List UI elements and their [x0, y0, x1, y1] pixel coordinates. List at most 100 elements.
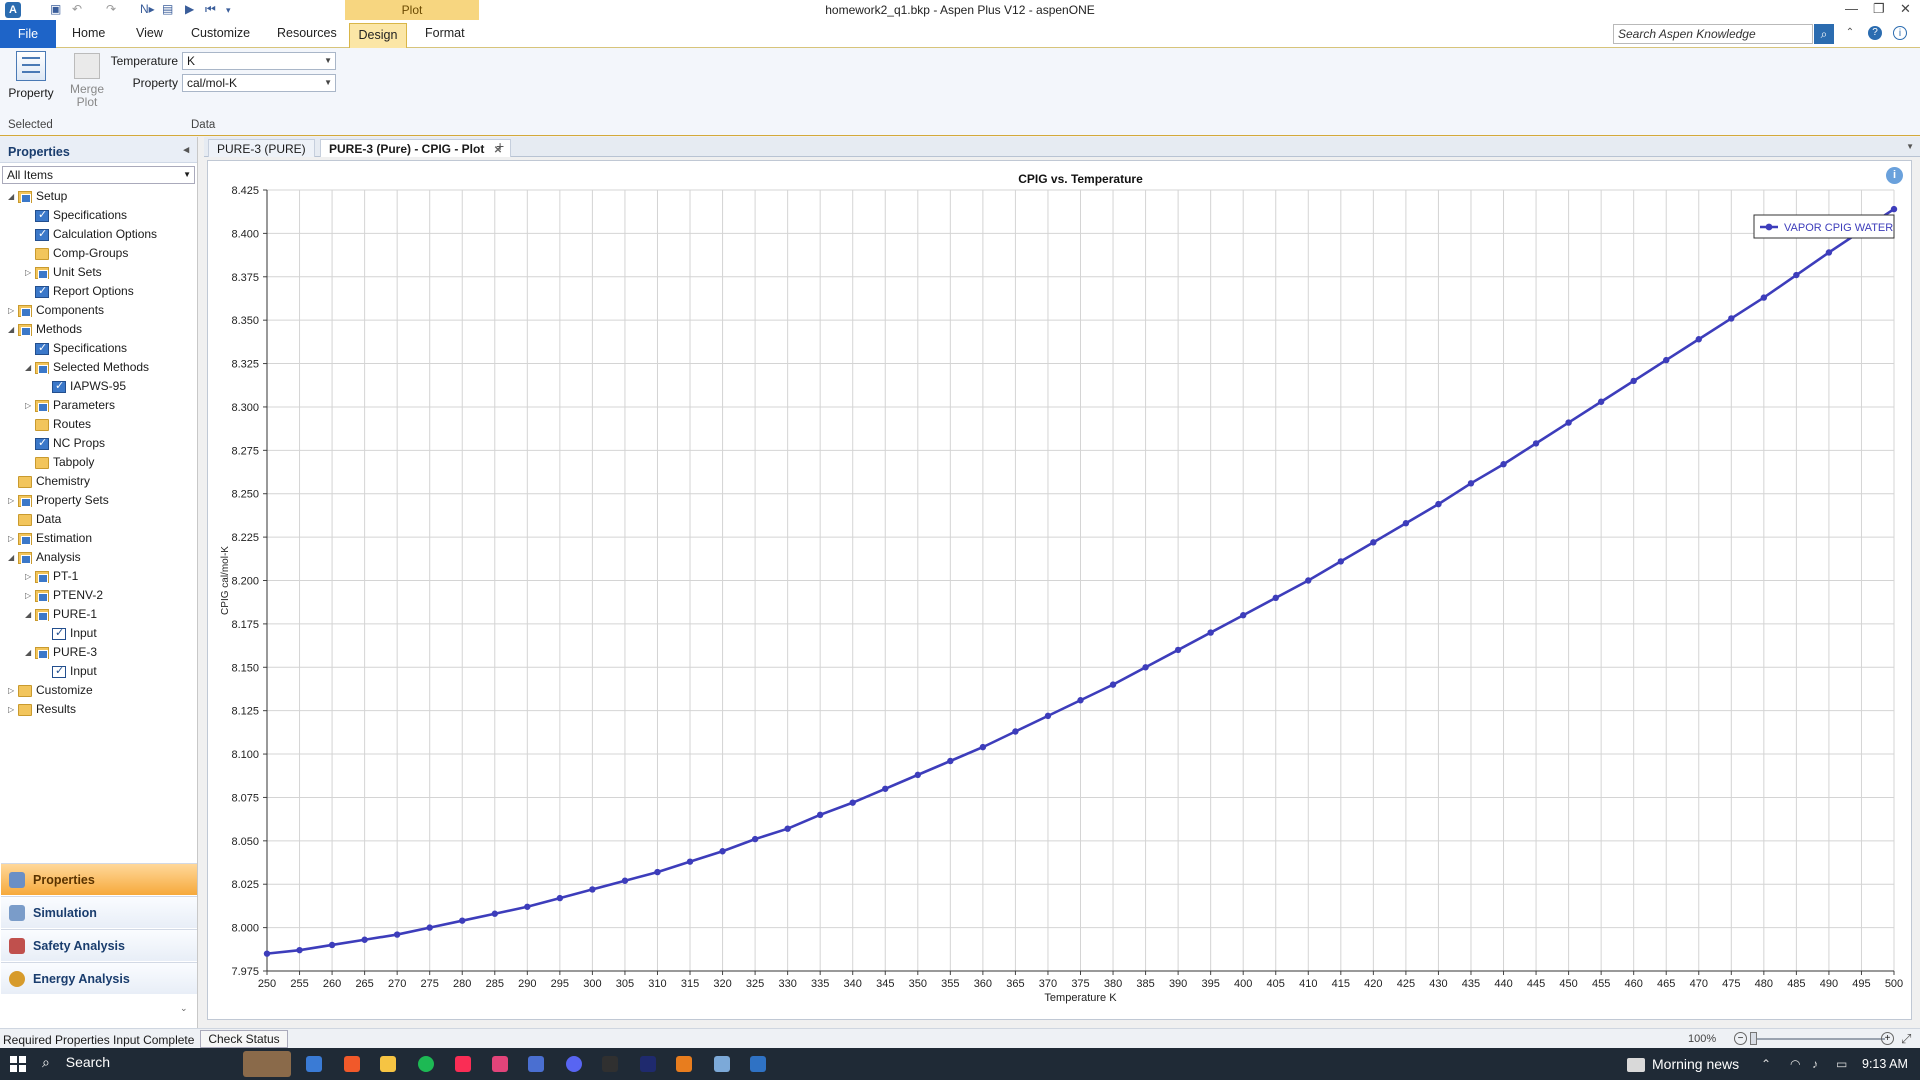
merge-plot-button[interactable]: Merge Plot: [64, 51, 110, 113]
tree-item[interactable]: ▷ Unit Sets: [25, 265, 102, 283]
tree-item[interactable]: ▷ Customize: [8, 683, 93, 701]
tree-item[interactable]: IAPWS-95: [42, 379, 126, 397]
tree-item[interactable]: Report Options: [25, 284, 134, 302]
tab-file[interactable]: File: [0, 20, 56, 48]
temperature-units-select[interactable]: K ▼: [182, 52, 336, 70]
collapsed-icon[interactable]: ▷: [8, 306, 15, 316]
data-point[interactable]: [1044, 712, 1052, 720]
data-point[interactable]: [1240, 612, 1247, 619]
data-point[interactable]: [1370, 539, 1377, 546]
tree-item[interactable]: ◢ Methods: [8, 322, 82, 340]
tree-item[interactable]: Input: [42, 664, 97, 682]
discord-icon[interactable]: [566, 1056, 582, 1072]
data-point[interactable]: [328, 941, 336, 949]
tree-item[interactable]: ▷ Components: [8, 303, 104, 321]
data-point[interactable]: [849, 799, 856, 806]
expanded-icon[interactable]: ◢: [25, 363, 32, 373]
tree-item[interactable]: ▷ Parameters: [25, 398, 115, 416]
tree-item[interactable]: ◢ PURE-3: [25, 645, 97, 663]
file-explorer-icon[interactable]: [380, 1056, 396, 1072]
data-point[interactable]: [296, 946, 303, 954]
collapsed-icon[interactable]: ▷: [25, 268, 32, 278]
collapsed-icon[interactable]: ▷: [25, 401, 32, 411]
windows-start-icon[interactable]: [10, 1056, 26, 1072]
collapsed-icon[interactable]: ▷: [8, 496, 15, 506]
next-icon[interactable]: N▸: [140, 2, 155, 16]
new-tab-icon[interactable]: +: [496, 138, 505, 154]
media-player-icon[interactable]: [528, 1056, 544, 1072]
expanded-icon[interactable]: ◢: [25, 610, 32, 620]
reset-icon[interactable]: ⏮: [205, 2, 216, 16]
data-point[interactable]: [882, 785, 889, 792]
tree-item[interactable]: ▷ PT-1: [25, 569, 78, 587]
taskbar-search[interactable]: ⌕ Search: [42, 1054, 110, 1071]
collapsed-icon[interactable]: ▷: [25, 572, 32, 582]
data-point[interactable]: [1467, 480, 1475, 487]
app-icon[interactable]: [602, 1056, 618, 1072]
more-nav-icon[interactable]: ⌄: [180, 1003, 188, 1013]
data-point[interactable]: [979, 743, 987, 751]
zoom-in-icon[interactable]: +: [1881, 1032, 1894, 1045]
tree-item[interactable]: Input: [42, 626, 97, 644]
data-point[interactable]: [393, 931, 401, 938]
items-filter-select[interactable]: All Items ▼: [2, 166, 195, 184]
data-point[interactable]: [1305, 577, 1312, 584]
nav-safety-analysis[interactable]: Safety Analysis: [1, 929, 197, 961]
tree-item[interactable]: Comp-Groups: [25, 246, 128, 264]
nav-simulation[interactable]: Simulation: [1, 896, 197, 928]
run-icon[interactable]: ▶: [185, 2, 195, 16]
data-point[interactable]: [491, 910, 498, 917]
clock[interactable]: 9:13 AM: [1862, 1057, 1908, 1071]
blender-icon[interactable]: [676, 1056, 692, 1072]
expanded-icon[interactable]: ◢: [8, 553, 15, 563]
after-effects-icon[interactable]: [640, 1056, 656, 1072]
tree-item[interactable]: Specifications: [25, 208, 127, 226]
tree-item[interactable]: ◢ Selected Methods: [25, 360, 149, 378]
data-point[interactable]: [1890, 205, 1898, 213]
save-icon[interactable]: ▣: [50, 2, 62, 16]
search-highlight-icon[interactable]: [243, 1051, 291, 1077]
customize-quick-access-icon[interactable]: ▾: [226, 5, 231, 15]
tree-item[interactable]: ▷ Results: [8, 702, 76, 720]
news-icon[interactable]: [1627, 1058, 1645, 1072]
collapsed-icon[interactable]: ▷: [8, 705, 15, 715]
data-point[interactable]: [816, 811, 824, 818]
help-icon[interactable]: ?: [1868, 26, 1882, 40]
collapsed-icon[interactable]: ▷: [8, 686, 15, 696]
tree-item[interactable]: Chemistry: [8, 474, 90, 492]
expanded-icon[interactable]: ◢: [8, 192, 15, 202]
data-point[interactable]: [426, 924, 433, 931]
tab-pure3-input[interactable]: PURE-3 (PURE): [208, 139, 315, 157]
fit-view-icon[interactable]: ⤢: [1901, 1031, 1912, 1046]
tab-list-icon[interactable]: ▼: [1906, 142, 1914, 151]
data-point[interactable]: [1337, 558, 1345, 565]
data-point[interactable]: [1142, 664, 1149, 671]
data-point[interactable]: [1435, 500, 1442, 508]
aspen-properties-icon[interactable]: [714, 1056, 730, 1072]
tree-item[interactable]: ◢ Setup: [8, 189, 67, 207]
tree-item[interactable]: ▷ PTENV-2: [25, 588, 103, 606]
nav-properties[interactable]: Properties: [1, 863, 197, 895]
tree-item[interactable]: Tabpoly: [25, 455, 94, 473]
property-units-select[interactable]: cal/mol-K ▼: [182, 74, 336, 92]
tray-chevron-icon[interactable]: ⌃: [1761, 1057, 1772, 1071]
undo-icon[interactable]: ↶: [72, 2, 83, 16]
data-point[interactable]: [524, 903, 531, 910]
data-point[interactable]: [784, 825, 791, 832]
data-point[interactable]: [263, 950, 271, 957]
data-point[interactable]: [1109, 681, 1117, 688]
copilot-icon[interactable]: [306, 1056, 322, 1072]
tab-design[interactable]: Design: [349, 23, 407, 48]
check-status-button[interactable]: Check Status: [200, 1030, 288, 1048]
expanded-icon[interactable]: ◢: [8, 325, 15, 335]
photos-icon[interactable]: [492, 1056, 508, 1072]
collapse-panel-icon[interactable]: ◂: [183, 144, 189, 156]
data-point[interactable]: [1532, 440, 1540, 447]
data-point[interactable]: [914, 771, 921, 779]
data-point[interactable]: [556, 894, 564, 902]
tab-resources[interactable]: Resources: [277, 26, 337, 40]
tree-item[interactable]: ◢ Analysis: [8, 550, 81, 568]
data-point[interactable]: [1728, 315, 1735, 322]
redo-icon[interactable]: ↷: [106, 2, 117, 16]
minimize-icon[interactable]: —: [1845, 1, 1858, 16]
